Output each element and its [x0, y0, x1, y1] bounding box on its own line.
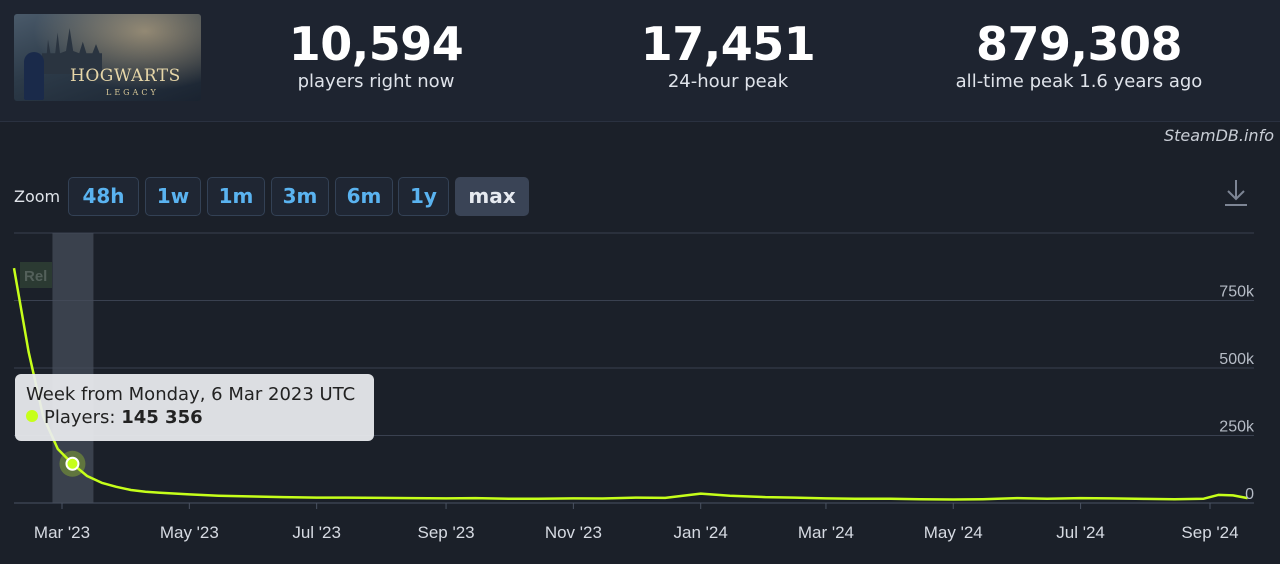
game-banner-image[interactable]: HOGWARTS LEGACY — [14, 14, 201, 101]
x-tick-label: Jul '23 — [292, 523, 341, 542]
stat-current-players: 10,594 players right now — [270, 18, 482, 94]
zoom-button-3m[interactable]: 3m — [271, 177, 329, 216]
y-axis: 0 250k 500k 750k — [1219, 284, 1255, 504]
stat-label: all-time peak 1.6 years ago — [955, 71, 1203, 92]
zoom-label: Zoom — [14, 187, 61, 206]
download-icon[interactable] — [1222, 178, 1250, 208]
stat-label: 24-hour peak — [667, 71, 789, 92]
chart-tooltip: Week from Monday, 6 Mar 2023 UTC Players… — [15, 374, 374, 441]
steamdb-attribution[interactable]: SteamDB.info — [1163, 126, 1274, 145]
x-tick-label: Sep '24 — [1181, 523, 1238, 542]
y-tick-label: 500k — [1219, 351, 1255, 368]
tooltip-value: 145 356 — [121, 407, 203, 428]
x-axis: Mar '23 May '23 Jul '23 Sep '23 Nov '23 Jan '… — [34, 503, 1239, 542]
tooltip-title: Week from Monday, 6 Mar 2023 UTC — [26, 384, 356, 405]
banner-logo-text: HOGWARTS — [70, 66, 181, 86]
release-annotation — [20, 262, 52, 288]
banner-figure — [24, 52, 44, 100]
zoom-button-max[interactable]: max — [455, 177, 529, 216]
zoom-button-1w[interactable]: 1w — [145, 177, 201, 216]
series-dot-icon — [26, 410, 38, 422]
x-tick-label: Sep '23 — [417, 523, 474, 542]
stat-value: 879,308 — [975, 17, 1183, 71]
x-tick-label: Jul '24 — [1056, 523, 1105, 542]
x-tick-label: Mar '24 — [798, 523, 854, 542]
hover-point[interactable] — [65, 456, 80, 471]
y-tick-label: 750k — [1219, 284, 1255, 301]
y-tick-label: 250k — [1219, 419, 1255, 436]
banner-logo-subtext: LEGACY — [106, 88, 159, 97]
stat-label: players right now — [297, 71, 455, 92]
stat-all-time-peak: 879,308 all-time peak 1.6 years ago — [940, 18, 1218, 94]
stat-value: 17,451 — [640, 17, 816, 71]
zoom-button-1m[interactable]: 1m — [207, 177, 265, 216]
zoom-button-6m[interactable]: 6m — [335, 177, 393, 216]
chart-grid — [14, 232, 1254, 504]
zoom-button-1y[interactable]: 1y — [398, 177, 449, 216]
series-line-players — [12, 267, 1248, 501]
stat-24h-peak: 17,451 24-hour peak — [620, 18, 836, 94]
stat-value: 10,594 — [288, 17, 464, 71]
stats-bar: HOGWARTS LEGACY 10,594 players right now… — [0, 0, 1280, 122]
x-tick-label: May '23 — [160, 523, 219, 542]
x-tick-label: Nov '23 — [545, 523, 602, 542]
x-tick-label: May '24 — [924, 523, 983, 542]
release-annotation-label: Rel — [24, 268, 47, 285]
x-tick-label: Jan '24 — [674, 523, 728, 542]
tooltip-series-label: Players: — [44, 407, 116, 428]
x-tick-label: Mar '23 — [34, 523, 90, 542]
tooltip-row: Players: 145 356 — [26, 406, 363, 430]
chart-line-layer — [12, 267, 1248, 501]
zoom-button-48h[interactable]: 48h — [68, 177, 139, 216]
y-tick-label: 0 — [1245, 486, 1254, 503]
